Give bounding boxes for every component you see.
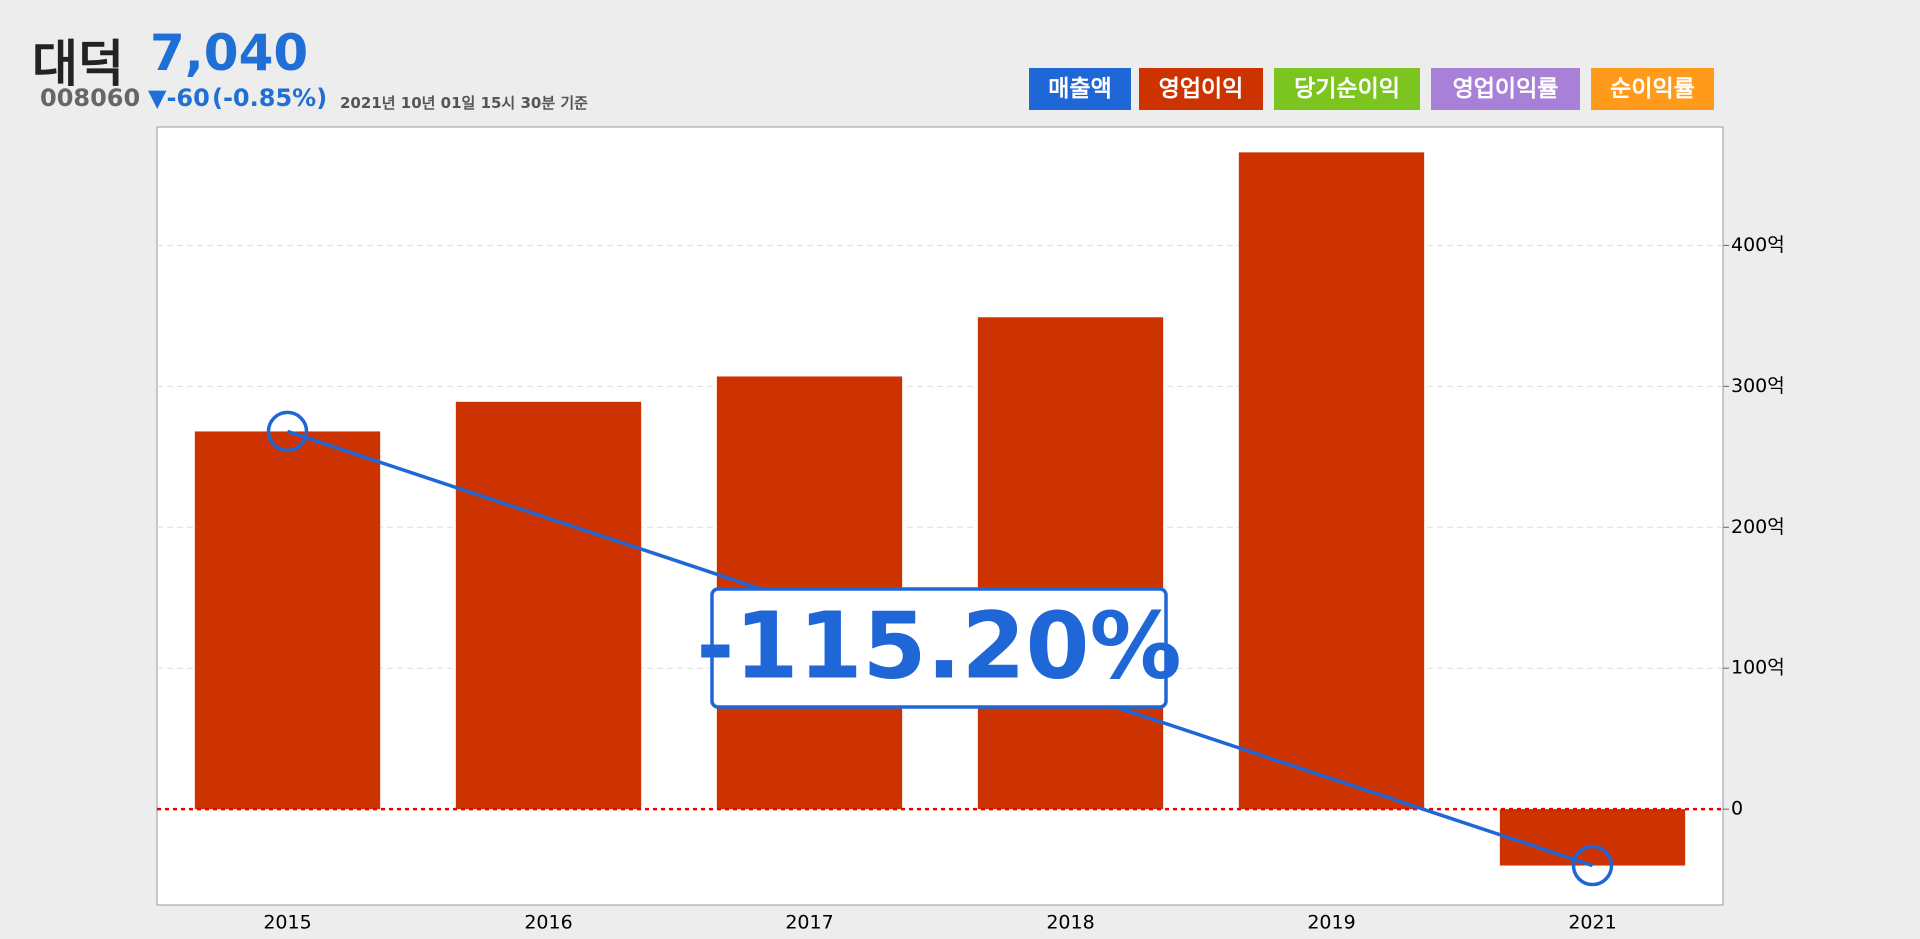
y-tick-label: 400억: [1731, 234, 1785, 256]
plot-area: [156, 126, 1724, 906]
bar: [977, 317, 1164, 810]
x-tick-label: 2016: [524, 912, 572, 934]
legend-button[interactable]: 영업이익: [1139, 68, 1263, 110]
y-tick-label: 100억: [1731, 657, 1785, 679]
legend-button[interactable]: 영업이익률: [1431, 68, 1580, 110]
stock-code: 008060: [40, 84, 141, 112]
bar: [194, 431, 381, 810]
legend-button[interactable]: 매출액: [1029, 68, 1131, 110]
timestamp: 2021년 10년 01일 15시 30분 기준: [340, 94, 588, 112]
bar: [1499, 809, 1686, 866]
trend-point: [266, 410, 309, 453]
annotation-box: [710, 587, 1168, 709]
stock-name: 대덕: [32, 35, 124, 93]
trend-point: [1571, 844, 1614, 887]
x-tick-label: 2017: [785, 912, 833, 934]
x-tick-label: 2018: [1046, 912, 1094, 934]
legend-button[interactable]: 당기순이익: [1274, 68, 1420, 110]
bar: [455, 401, 642, 810]
legend-button[interactable]: 순이익률: [1591, 68, 1714, 110]
y-tick-label: 0: [1731, 798, 1743, 820]
price-change: ▼-60: [148, 84, 210, 112]
annotation: -115.20%: [696, 592, 1181, 699]
price-change-pct: (-0.85%): [212, 84, 328, 112]
stock-price: 7,040: [150, 24, 309, 82]
y-tick-label: 300억: [1731, 375, 1785, 397]
x-tick-label: 2015: [263, 912, 311, 934]
x-tick-label: 2021: [1568, 912, 1616, 934]
x-tick-label: 2019: [1307, 912, 1355, 934]
bar: [1238, 152, 1425, 810]
y-tick-label: 200억: [1731, 516, 1785, 538]
